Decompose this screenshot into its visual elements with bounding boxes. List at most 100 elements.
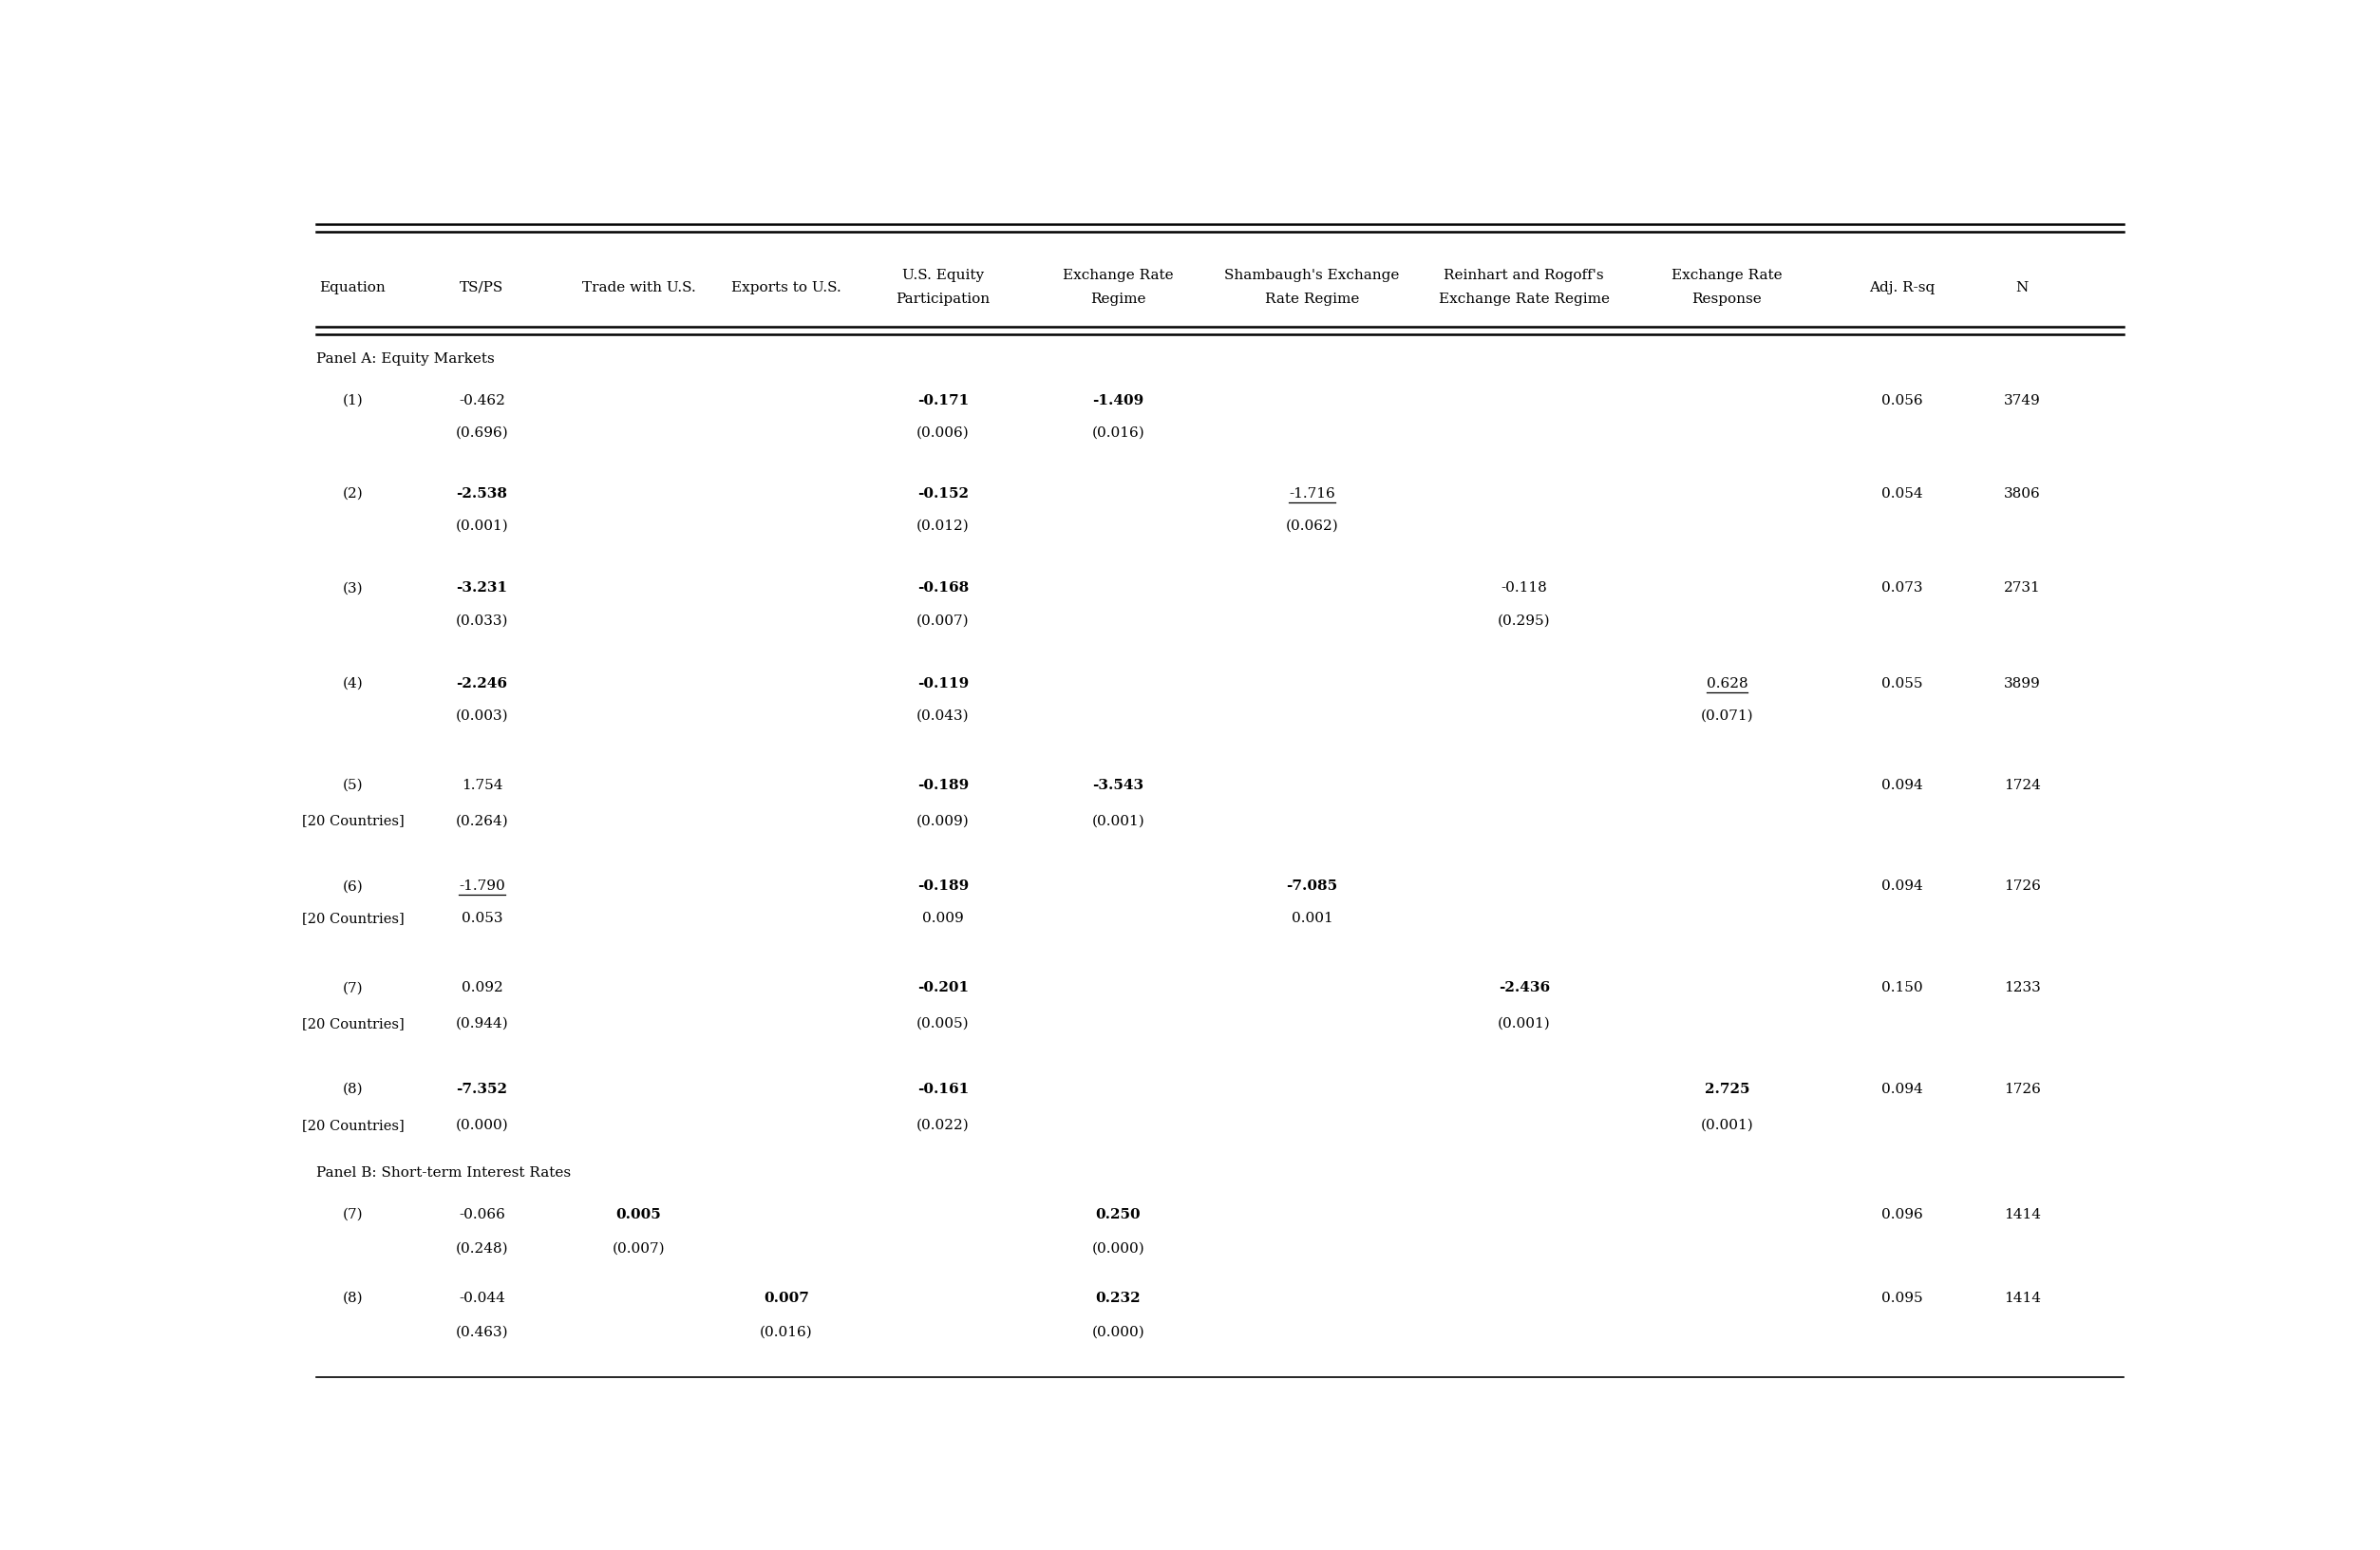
Text: 0.094: 0.094 [1883,1083,1923,1096]
Text: -0.171: -0.171 [916,394,969,408]
Text: 0.007: 0.007 [764,1291,809,1305]
Text: (2): (2) [343,487,364,501]
Text: -3.231: -3.231 [457,581,507,595]
Text: Panel B: Short-term Interest Rates: Panel B: Short-term Interest Rates [317,1167,571,1180]
Text: -2.246: -2.246 [457,677,507,690]
Text: Rate Regime: Rate Regime [1264,293,1359,305]
Text: -0.044: -0.044 [459,1291,505,1305]
Text: [20 Countries]: [20 Countries] [302,911,405,925]
Text: (0.000): (0.000) [455,1119,509,1131]
Text: Response: Response [1692,293,1761,305]
Text: 2731: 2731 [2004,581,2040,595]
Text: 0.056: 0.056 [1883,394,1923,408]
Text: 0.053: 0.053 [462,911,502,925]
Text: (8): (8) [343,1291,364,1305]
Text: (0.006): (0.006) [916,426,969,440]
Text: 0.055: 0.055 [1883,677,1923,690]
Text: (0.033): (0.033) [455,614,509,628]
Text: 0.232: 0.232 [1095,1291,1140,1305]
Text: 0.092: 0.092 [462,981,502,995]
Text: 1414: 1414 [2004,1291,2040,1305]
Text: 1233: 1233 [2004,981,2040,995]
Text: (0.248): (0.248) [455,1242,509,1256]
Text: -0.152: -0.152 [916,487,969,501]
Text: N: N [2016,281,2028,294]
Text: 0.094: 0.094 [1883,778,1923,792]
Text: U.S. Equity: U.S. Equity [902,268,983,282]
Text: Trade with U.S.: Trade with U.S. [581,281,695,294]
Text: Reinhart and Rogoff's: Reinhart and Rogoff's [1445,268,1604,282]
Text: -0.119: -0.119 [916,677,969,690]
Text: -1.790: -1.790 [459,880,505,893]
Text: -7.352: -7.352 [457,1083,507,1096]
Text: [20 Countries]: [20 Countries] [302,814,405,828]
Text: (1): (1) [343,394,364,408]
Text: (0.016): (0.016) [1092,426,1145,440]
Text: 0.150: 0.150 [1883,981,1923,995]
Text: (0.001): (0.001) [1497,1017,1549,1031]
Text: (0.062): (0.062) [1285,519,1338,533]
Text: (0.000): (0.000) [1092,1242,1145,1256]
Text: -0.118: -0.118 [1502,581,1547,595]
Text: (0.007): (0.007) [612,1242,664,1256]
Text: (0.022): (0.022) [916,1119,969,1131]
Text: -2.436: -2.436 [1499,981,1549,995]
Text: 0.096: 0.096 [1883,1207,1923,1221]
Text: (0.009): (0.009) [916,814,969,828]
Text: (0.944): (0.944) [455,1017,509,1031]
Text: 3749: 3749 [2004,394,2040,408]
Text: (0.005): (0.005) [916,1017,969,1031]
Text: (5): (5) [343,778,364,792]
Text: Regime: Regime [1090,293,1147,305]
Text: 2.725: 2.725 [1704,1083,1749,1096]
Text: 1.754: 1.754 [462,778,502,792]
Text: 0.009: 0.009 [923,911,964,925]
Text: (0.000): (0.000) [1092,1325,1145,1338]
Text: 0.005: 0.005 [616,1207,662,1221]
Text: 0.001: 0.001 [1292,911,1333,925]
Text: 1414: 1414 [2004,1207,2040,1221]
Text: (0.696): (0.696) [455,426,509,440]
Text: -1.716: -1.716 [1290,487,1335,501]
Text: [20 Countries]: [20 Countries] [302,1017,405,1031]
Text: -3.543: -3.543 [1092,778,1145,792]
Text: (0.295): (0.295) [1497,614,1549,628]
Text: 0.250: 0.250 [1095,1207,1140,1221]
Text: (0.012): (0.012) [916,519,969,533]
Text: 1726: 1726 [2004,1083,2040,1096]
Text: 0.095: 0.095 [1883,1291,1923,1305]
Text: [20 Countries]: [20 Countries] [302,1119,405,1131]
Text: Panel A: Equity Markets: Panel A: Equity Markets [317,352,495,366]
Text: -0.462: -0.462 [459,394,505,408]
Text: (0.463): (0.463) [455,1325,509,1338]
Text: 0.054: 0.054 [1883,487,1923,501]
Text: -0.189: -0.189 [916,778,969,792]
Text: Exchange Rate Regime: Exchange Rate Regime [1438,293,1609,305]
Text: -0.161: -0.161 [916,1083,969,1096]
Text: Exchange Rate: Exchange Rate [1671,268,1783,282]
Text: (8): (8) [343,1083,364,1096]
Text: -0.168: -0.168 [916,581,969,595]
Text: (4): (4) [343,677,364,690]
Text: 0.628: 0.628 [1706,677,1747,690]
Text: 0.073: 0.073 [1883,581,1923,595]
Text: 1724: 1724 [2004,778,2040,792]
Text: (6): (6) [343,880,364,893]
Text: Shambaugh's Exchange: Shambaugh's Exchange [1223,268,1399,282]
Text: (0.001): (0.001) [455,519,509,533]
Text: -7.085: -7.085 [1285,880,1338,893]
Text: (0.071): (0.071) [1702,710,1754,722]
Text: (7): (7) [343,1207,364,1221]
Text: -1.409: -1.409 [1092,394,1145,408]
Text: (3): (3) [343,581,364,595]
Text: (0.007): (0.007) [916,614,969,628]
Text: 0.094: 0.094 [1883,880,1923,893]
Text: (0.043): (0.043) [916,710,969,722]
Text: 1726: 1726 [2004,880,2040,893]
Text: (7): (7) [343,981,364,995]
Text: Participation: Participation [895,293,990,305]
Text: -0.189: -0.189 [916,880,969,893]
Text: Adj. R-sq: Adj. R-sq [1868,281,1935,294]
Text: (0.001): (0.001) [1092,814,1145,828]
Text: (0.001): (0.001) [1702,1119,1754,1131]
